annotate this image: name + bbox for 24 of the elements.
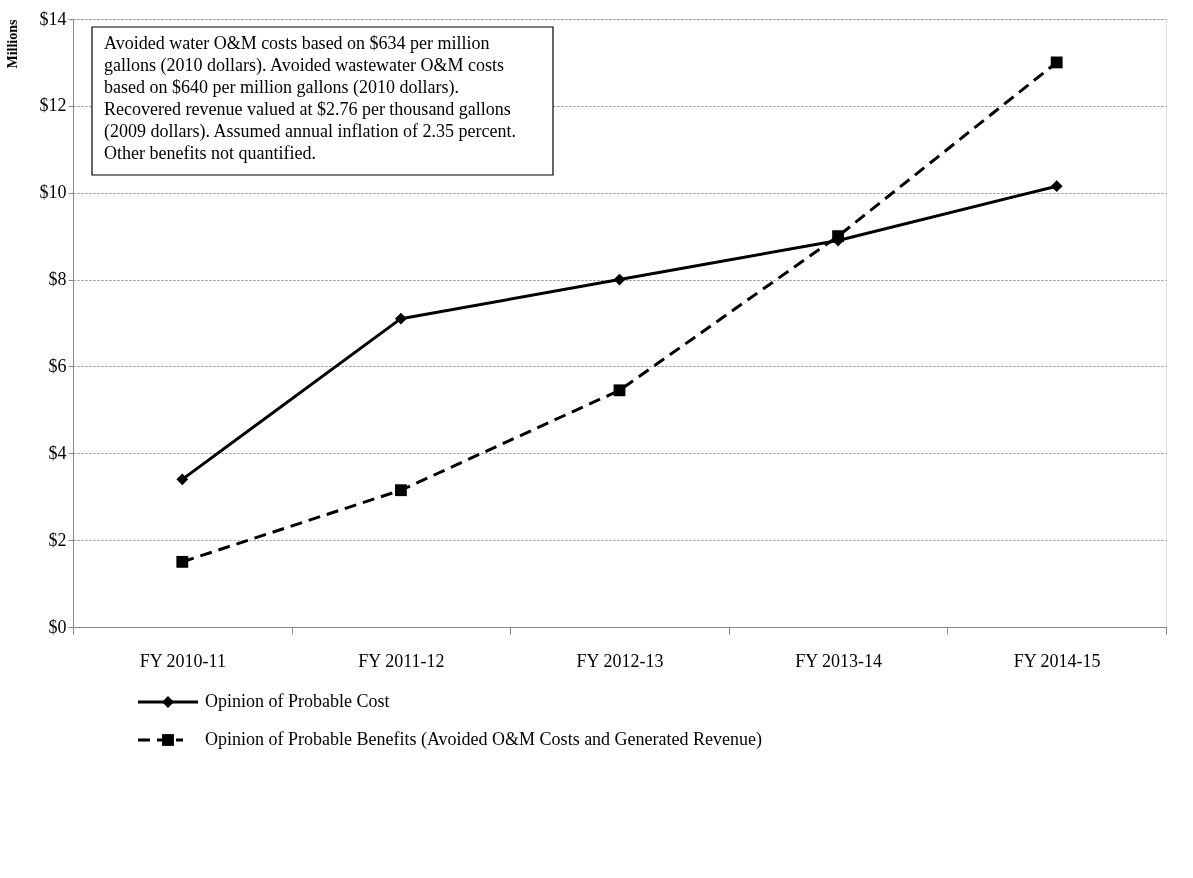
y-tick-label: $8 bbox=[48, 269, 67, 290]
point bbox=[1050, 56, 1063, 69]
x-tick-label: FY 2012-13 bbox=[576, 650, 664, 671]
y-tick-label: $0 bbox=[48, 616, 67, 637]
point bbox=[394, 484, 407, 497]
y-axis-title: Millions bbox=[4, 18, 20, 69]
x-tick-label: FY 2011-12 bbox=[358, 650, 445, 671]
point bbox=[176, 473, 189, 486]
y-tick-label: $12 bbox=[39, 95, 67, 116]
y-tick-label: $4 bbox=[48, 442, 67, 463]
legend-label: Opinion of Probable Benefits (Avoided O&M Costs and Generated Revenue) bbox=[205, 729, 763, 750]
x-tick-label: FY 2013-14 bbox=[795, 650, 883, 671]
legend-label: Opinion of Probable Cost bbox=[205, 691, 390, 711]
x-tick-label: FY 2010-11 bbox=[139, 650, 226, 671]
x-tick-label: FY 2014-15 bbox=[1013, 650, 1101, 671]
y-tick-label: $14 bbox=[39, 8, 67, 29]
point bbox=[176, 555, 189, 568]
y-tick-label: $10 bbox=[39, 182, 67, 203]
point bbox=[613, 384, 626, 397]
annotation: Avoided water O&M costs based on $634 per million gallons (2010 dollars). Avoided wastewater O&M costs based on $640 per million gallons (2010 dollars). Recovered revenue valued at $2.76 per thousand gallons (2009 dollars). Assumed annual inflation of 2.35 percent. Other benefits not quantified. bbox=[104, 33, 516, 163]
y-tick-label: $2 bbox=[48, 529, 67, 550]
point bbox=[1050, 180, 1063, 193]
point bbox=[394, 312, 407, 325]
y-tick-label: $6 bbox=[48, 355, 67, 376]
